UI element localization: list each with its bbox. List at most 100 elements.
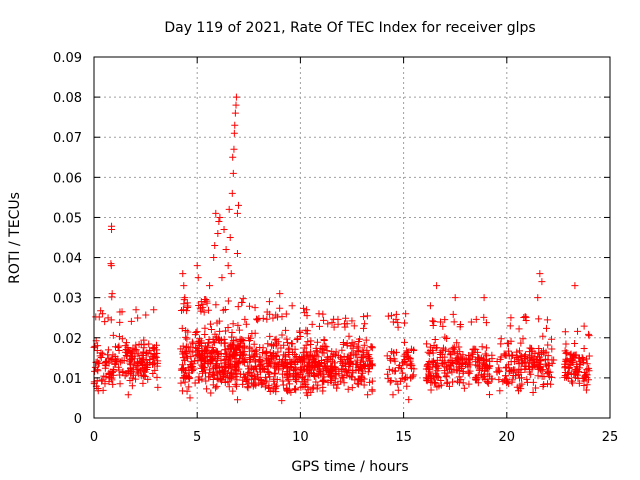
- data-point: [502, 364, 510, 372]
- data-point: [231, 366, 239, 374]
- data-point: [181, 371, 189, 379]
- data-point: [251, 329, 259, 337]
- data-point: [266, 310, 274, 318]
- data-point: [180, 300, 188, 308]
- data-point: [515, 359, 523, 367]
- data-point: [128, 349, 136, 357]
- data-point: [257, 361, 265, 369]
- data-point: [407, 364, 415, 372]
- data-point: [200, 346, 208, 354]
- data-point: [194, 338, 202, 346]
- data-point: [303, 330, 311, 338]
- data-point: [464, 363, 472, 371]
- data-point: [283, 363, 291, 371]
- data-point: [283, 386, 291, 394]
- data-point: [97, 354, 105, 362]
- data-point: [439, 322, 447, 330]
- data-point: [266, 373, 274, 381]
- data-point: [585, 330, 593, 338]
- y-tick-label: 0.08: [53, 91, 82, 106]
- data-point: [218, 274, 226, 282]
- data-point: [183, 335, 191, 343]
- data-point: [544, 367, 552, 375]
- data-point: [339, 366, 347, 374]
- data-point: [271, 336, 279, 344]
- data-point: [199, 364, 207, 372]
- data-point: [585, 364, 593, 372]
- data-point: [197, 298, 205, 306]
- data-point: [427, 379, 435, 387]
- data-point: [266, 387, 274, 395]
- data-point: [308, 359, 316, 367]
- data-point: [482, 344, 490, 352]
- data-point: [433, 282, 441, 290]
- data-point: [315, 322, 323, 330]
- data-point: [192, 344, 200, 352]
- data-point: [210, 254, 218, 262]
- data-point: [241, 342, 249, 350]
- data-point: [518, 380, 526, 388]
- data-point: [282, 326, 290, 334]
- y-tick-label: 0.03: [53, 292, 82, 307]
- data-point: [505, 367, 513, 375]
- data-point: [226, 234, 234, 241]
- data-point: [207, 325, 215, 333]
- data-point: [509, 352, 517, 360]
- data-point: [448, 356, 456, 364]
- data-point: [139, 354, 147, 362]
- data-point: [350, 322, 358, 330]
- data-point: [101, 361, 109, 369]
- data-point: [99, 350, 107, 358]
- data-point: [368, 362, 376, 370]
- data-point: [409, 371, 417, 379]
- data-point: [321, 342, 329, 350]
- data-point: [139, 348, 147, 356]
- data-point: [480, 294, 488, 302]
- data-point: [389, 391, 397, 399]
- data-point: [366, 378, 374, 386]
- data-point: [538, 278, 546, 286]
- data-point: [513, 348, 521, 356]
- data-point: [230, 341, 238, 349]
- data-point: [314, 381, 322, 389]
- data-point: [335, 367, 343, 375]
- y-tick-label: 0: [74, 412, 82, 427]
- data-point: [535, 315, 543, 323]
- data-point: [366, 354, 374, 362]
- data-point: [240, 350, 248, 358]
- data-point: [544, 368, 552, 376]
- data-point: [300, 355, 308, 363]
- data-point: [454, 377, 462, 385]
- data-point: [307, 337, 315, 345]
- data-point: [122, 351, 130, 359]
- data-point: [271, 370, 279, 378]
- data-point: [271, 380, 279, 388]
- data-point: [480, 313, 488, 321]
- data-point: [510, 357, 518, 365]
- data-point: [302, 326, 310, 334]
- data-point: [247, 334, 255, 342]
- data-point: [387, 377, 395, 385]
- data-point: [514, 387, 522, 395]
- data-point: [212, 355, 220, 363]
- data-point: [126, 376, 134, 384]
- data-point: [315, 310, 323, 318]
- data-point: [513, 383, 521, 391]
- data-point: [548, 359, 556, 367]
- data-point: [368, 387, 376, 395]
- data-point: [267, 359, 275, 367]
- data-point: [140, 372, 148, 380]
- data-point: [444, 378, 452, 386]
- data-point: [269, 350, 277, 358]
- data-point: [210, 339, 218, 347]
- data-point: [467, 318, 475, 326]
- data-point: [202, 377, 210, 385]
- data-point: [245, 379, 253, 387]
- data-point: [450, 318, 458, 326]
- data-point: [317, 356, 325, 364]
- data-point: [574, 327, 582, 335]
- data-point: [348, 317, 356, 325]
- data-point: [529, 389, 537, 397]
- data-point: [325, 355, 333, 363]
